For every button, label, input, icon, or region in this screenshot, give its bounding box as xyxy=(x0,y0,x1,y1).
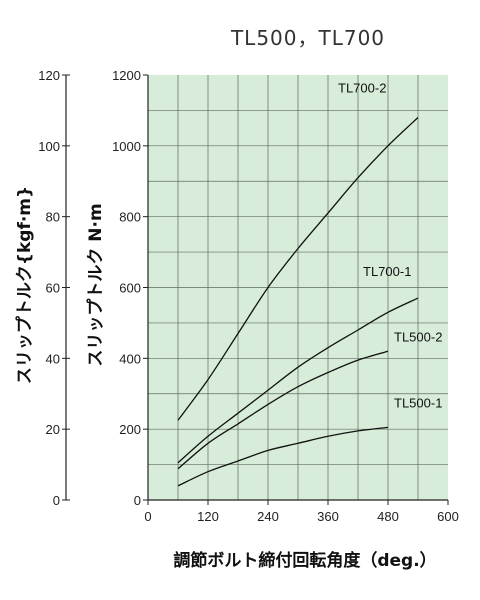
y-tick-label: 800 xyxy=(119,210,141,225)
x-tick-label: 240 xyxy=(257,509,279,524)
series-label-tl700-2: TL700-2 xyxy=(338,81,386,96)
y-tick-label: 0 xyxy=(134,493,141,508)
secondary-y-tick-label: 60 xyxy=(46,281,60,296)
y-tick-label: 1200 xyxy=(112,68,141,83)
series-label-tl700-1: TL700-1 xyxy=(363,264,411,279)
series-lines xyxy=(177,117,419,487)
secondary-y-tick-label: 20 xyxy=(46,422,60,437)
y-axis-title: スリップトルク N·m xyxy=(85,203,106,366)
chart-title: TL500，TL700 xyxy=(230,26,385,50)
secondary-y-tick-label: 120 xyxy=(38,68,60,83)
series-label-tl500-2: TL500-2 xyxy=(394,329,442,344)
secondary-y-tick-label: 80 xyxy=(46,210,60,225)
secondary-y-axis-ticks: 0 20 40 60 80 100 120 xyxy=(38,68,70,508)
y-tick-label: 600 xyxy=(119,281,141,296)
secondary-y-tick-label: 0 xyxy=(53,493,60,508)
x-tick-label: 360 xyxy=(317,509,339,524)
x-tick-label: 600 xyxy=(437,509,459,524)
y-tick-label: 1000 xyxy=(112,139,141,154)
x-axis-ticks: 0 120 240 360 480 600 xyxy=(144,500,459,524)
y-tick-label: 400 xyxy=(119,351,141,366)
series-line-tl700-1 xyxy=(177,297,419,464)
series-labels: TL700-2 TL700-1 TL500-2 TL500-1 xyxy=(338,81,442,411)
x-axis-title: 調節ボルト締付回転角度（deg.） xyxy=(173,550,436,571)
series-line-tl500-2 xyxy=(177,350,389,470)
series-label-tl500-1: TL500-1 xyxy=(394,395,442,410)
y-axis-ticks: 0 200 400 600 800 1000 1200 xyxy=(112,68,148,508)
secondary-y-tick-label: 40 xyxy=(46,351,60,366)
series-line-tl500-1 xyxy=(177,426,389,487)
y-tick-label: 200 xyxy=(119,422,141,437)
series-line-tl700-2 xyxy=(177,117,419,421)
secondary-y-tick-label: 100 xyxy=(38,139,60,154)
x-tick-label: 120 xyxy=(197,509,219,524)
x-tick-label: 480 xyxy=(377,509,399,524)
x-tick-label: 0 xyxy=(144,509,151,524)
secondary-y-axis-title: スリップトルク{kgf·m} xyxy=(14,186,35,384)
